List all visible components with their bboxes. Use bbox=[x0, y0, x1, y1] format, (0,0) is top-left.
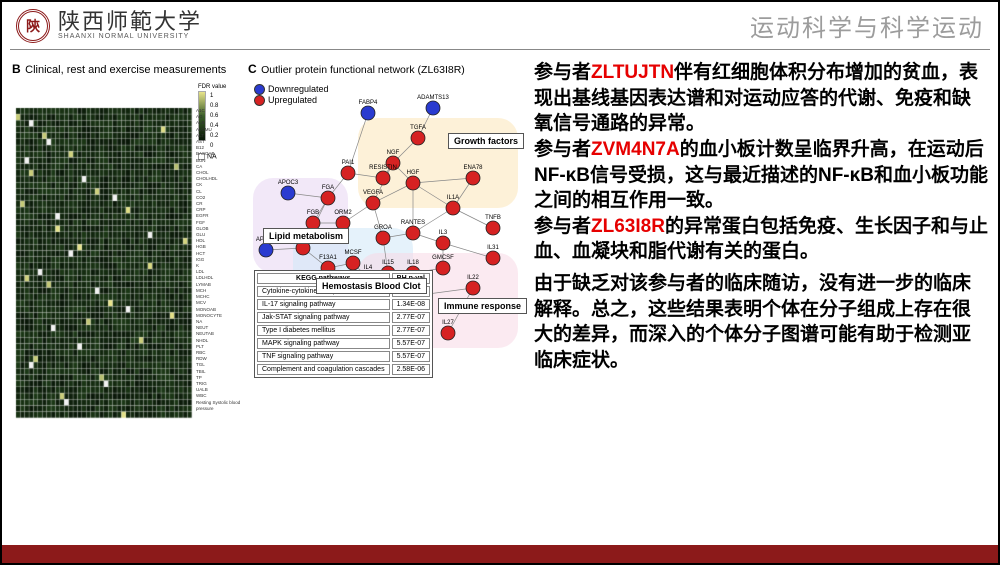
svg-text:IL22: IL22 bbox=[467, 275, 479, 281]
svg-text:FGB: FGB bbox=[307, 210, 319, 216]
header: 陝 陕西师範大学 SHAANXI NORMAL UNIVERSITY 运动科学与… bbox=[10, 6, 990, 50]
svg-text:FABP4: FABP4 bbox=[359, 100, 378, 106]
svg-text:TNFB: TNFB bbox=[485, 215, 501, 221]
participant-id-3: ZL63I8R bbox=[591, 216, 665, 237]
heatmap-canvas bbox=[12, 78, 194, 428]
panel-c-title: Outlier protein functional network (ZL63… bbox=[261, 64, 465, 76]
svg-text:TGFA: TGFA bbox=[410, 125, 426, 131]
cluster-label: Lipid metabolism bbox=[263, 228, 349, 244]
svg-text:ENA78: ENA78 bbox=[463, 165, 483, 171]
network-diagram: Downregulated Upregulated FABP4ADAMTS13A… bbox=[248, 78, 528, 378]
svg-text:IL1A: IL1A bbox=[447, 195, 459, 201]
panel-b-title: Clinical, rest and exercise measurements bbox=[25, 64, 226, 76]
university-name-cn: 陕西师範大学 bbox=[58, 11, 202, 33]
svg-text:ORM2: ORM2 bbox=[334, 210, 352, 216]
svg-text:IL18: IL18 bbox=[407, 260, 419, 266]
university-seal-icon: 陝 bbox=[16, 9, 50, 43]
content-area: B Clinical, rest and exercise measuremen… bbox=[12, 60, 988, 543]
heatmap: FDR value 10.80.60.40.20 NA A1CAGALBALCM… bbox=[12, 78, 242, 428]
legend-title: FDR value bbox=[198, 84, 226, 90]
cluster-label: Immune response bbox=[438, 298, 527, 314]
svg-text:IL15: IL15 bbox=[382, 260, 394, 266]
svg-text:RESISTIN: RESISTIN bbox=[369, 165, 397, 171]
svg-text:ADAMTS13: ADAMTS13 bbox=[417, 95, 449, 101]
heatmap-row-labels: A1CAGALBALCMUALTASTB12BASOABBUNCACHOLCHO… bbox=[196, 108, 242, 412]
slide-title: 运动科学与科学运动 bbox=[750, 8, 984, 43]
footer-bar bbox=[2, 545, 998, 563]
svg-text:RANTES: RANTES bbox=[401, 220, 425, 226]
svg-text:APOC3: APOC3 bbox=[278, 180, 299, 186]
svg-text:FGA: FGA bbox=[322, 185, 334, 191]
panel-c-label: C bbox=[248, 62, 257, 76]
participant-id-2: ZVM4N7A bbox=[591, 139, 680, 160]
svg-text:GROA: GROA bbox=[374, 225, 392, 231]
svg-text:IL27: IL27 bbox=[442, 320, 454, 326]
svg-text:HGF: HGF bbox=[407, 170, 420, 176]
svg-text:F13A1: F13A1 bbox=[319, 255, 337, 261]
svg-text:MCSF: MCSF bbox=[345, 250, 362, 256]
body-text: 参与者ZLTUJTN伴有红细胞体积分布增加的贫血，表现出基线基因表达谱和对运动应… bbox=[534, 60, 988, 265]
university-name-en: SHAANXI NORMAL UNIVERSITY bbox=[58, 33, 202, 40]
svg-text:PAI1: PAI1 bbox=[342, 160, 355, 166]
svg-text:IL31: IL31 bbox=[487, 245, 499, 251]
svg-text:VEGFA: VEGFA bbox=[363, 190, 383, 196]
text-column: 参与者ZLTUJTN伴有红细胞体积分布增加的贫血，表现出基线基因表达谱和对运动应… bbox=[534, 60, 988, 543]
panel-b-label: B bbox=[12, 62, 21, 76]
logo: 陝 陕西师範大学 SHAANXI NORMAL UNIVERSITY bbox=[16, 9, 202, 43]
svg-text:IL3: IL3 bbox=[439, 230, 448, 236]
svg-text:NGF: NGF bbox=[387, 150, 400, 156]
cluster-label: Growth factors bbox=[448, 133, 524, 149]
svg-text:GMCSF: GMCSF bbox=[432, 255, 454, 261]
participant-id-1: ZLTUJTN bbox=[591, 62, 674, 83]
bottom-text: 由于缺乏对该参与者的临床随访，没有进一步的临床解释。总之，这些结果表明个体在分子… bbox=[534, 271, 988, 374]
cluster-label: Hemostasis Blood Clot bbox=[316, 278, 427, 294]
